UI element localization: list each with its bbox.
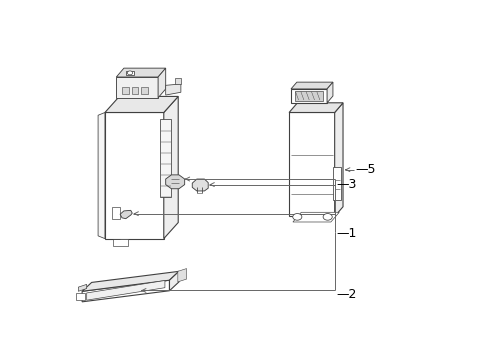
Polygon shape <box>166 84 181 95</box>
Text: —3: —3 <box>337 178 357 191</box>
Polygon shape <box>295 91 323 100</box>
Polygon shape <box>158 68 166 98</box>
Polygon shape <box>78 284 87 291</box>
Polygon shape <box>166 175 185 189</box>
Polygon shape <box>192 179 208 191</box>
Polygon shape <box>291 82 333 89</box>
Circle shape <box>323 213 332 220</box>
Polygon shape <box>175 78 181 84</box>
Text: —5: —5 <box>356 163 376 176</box>
Polygon shape <box>327 82 333 103</box>
Polygon shape <box>164 96 178 239</box>
Polygon shape <box>120 210 132 219</box>
Text: —1: —1 <box>337 226 357 240</box>
Polygon shape <box>122 87 129 94</box>
Polygon shape <box>141 87 148 94</box>
Polygon shape <box>293 212 339 222</box>
Polygon shape <box>289 112 335 216</box>
Polygon shape <box>87 280 165 300</box>
Polygon shape <box>335 103 343 216</box>
Circle shape <box>293 213 302 220</box>
Polygon shape <box>105 112 164 239</box>
Polygon shape <box>98 112 105 239</box>
Circle shape <box>127 71 133 75</box>
Polygon shape <box>105 96 178 112</box>
Polygon shape <box>113 239 128 246</box>
Polygon shape <box>112 207 120 219</box>
Polygon shape <box>333 167 341 200</box>
Polygon shape <box>82 271 179 291</box>
Polygon shape <box>291 89 327 103</box>
Polygon shape <box>178 269 187 282</box>
Polygon shape <box>160 120 172 197</box>
Polygon shape <box>76 293 85 300</box>
Polygon shape <box>116 68 166 77</box>
Polygon shape <box>126 71 134 75</box>
Polygon shape <box>289 103 343 112</box>
Polygon shape <box>170 271 179 291</box>
Polygon shape <box>82 280 170 302</box>
Polygon shape <box>116 77 158 98</box>
Text: —2: —2 <box>337 288 357 301</box>
Polygon shape <box>131 87 138 94</box>
